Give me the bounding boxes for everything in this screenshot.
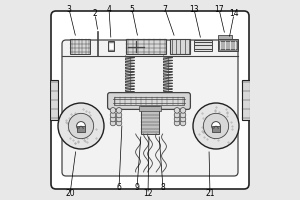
Circle shape	[116, 108, 122, 113]
Bar	[141, 106, 159, 134]
Bar	[219, 41, 237, 49]
Circle shape	[174, 108, 180, 113]
FancyBboxPatch shape	[51, 11, 249, 189]
Text: 8: 8	[160, 184, 165, 192]
Bar	[114, 97, 184, 105]
Bar	[170, 39, 190, 54]
Circle shape	[110, 116, 116, 122]
Bar	[50, 80, 58, 120]
Text: 3: 3	[67, 4, 71, 14]
Bar	[218, 35, 232, 40]
Circle shape	[174, 112, 180, 118]
Text: 9: 9	[135, 184, 140, 192]
Text: 13: 13	[189, 4, 199, 14]
Circle shape	[110, 112, 116, 118]
Text: 7: 7	[163, 4, 167, 14]
Circle shape	[212, 122, 220, 130]
Bar	[242, 80, 250, 120]
Circle shape	[76, 122, 85, 130]
Text: 20: 20	[65, 190, 75, 198]
Text: 21: 21	[205, 190, 215, 198]
Circle shape	[174, 120, 180, 126]
Circle shape	[174, 116, 180, 122]
Bar	[139, 106, 161, 111]
Circle shape	[180, 116, 186, 122]
Circle shape	[180, 120, 186, 126]
Circle shape	[180, 112, 186, 118]
Circle shape	[116, 112, 122, 118]
Bar	[212, 126, 220, 132]
Circle shape	[203, 113, 229, 139]
Text: 14: 14	[229, 9, 239, 19]
Bar	[126, 39, 166, 54]
Text: 17: 17	[214, 4, 224, 14]
Circle shape	[116, 120, 122, 126]
Text: 6: 6	[117, 184, 122, 192]
Circle shape	[110, 120, 116, 126]
Text: 4: 4	[106, 4, 111, 14]
Bar	[194, 40, 212, 51]
Bar	[70, 39, 90, 54]
FancyBboxPatch shape	[62, 40, 238, 176]
Text: 5: 5	[130, 4, 134, 14]
Text: 2: 2	[93, 9, 98, 19]
Text: 12: 12	[143, 190, 153, 198]
Bar	[108, 41, 114, 51]
Bar	[109, 43, 113, 49]
Circle shape	[68, 113, 94, 139]
Circle shape	[116, 116, 122, 122]
Circle shape	[58, 103, 104, 149]
FancyBboxPatch shape	[108, 93, 190, 109]
Circle shape	[180, 108, 186, 113]
Circle shape	[193, 103, 239, 149]
Bar	[77, 126, 85, 132]
Circle shape	[110, 108, 116, 113]
Bar	[218, 39, 238, 51]
